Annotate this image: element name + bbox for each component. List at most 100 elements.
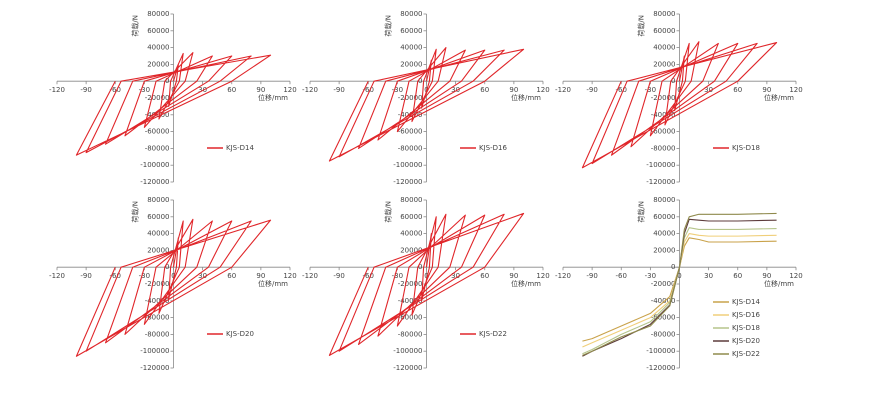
x-tick-label: -60 (363, 86, 374, 94)
x-axis-label: 位移/mm (511, 93, 541, 102)
y-tick-label: -100000 (646, 161, 675, 169)
y-tick-label: 60000 (147, 27, 169, 35)
y-tick-label: -60000 (398, 128, 423, 136)
y-tick-label: -20000 (398, 94, 423, 102)
y-tick-label: -80000 (651, 330, 676, 338)
chart-panel: -120 -90 -60 -30 0 30 60 90 120-120000-100000-80… (49, 10, 297, 186)
y-tick-label: -80000 (145, 144, 170, 152)
x-tick-label: 90 (256, 86, 265, 94)
series-line (581, 41, 778, 169)
y-tick-label: 80000 (653, 10, 675, 18)
y-tick-label: 40000 (653, 44, 675, 52)
x-tick-label: -30 (139, 86, 150, 94)
series-line (328, 47, 525, 162)
x-tick-label: 30 (451, 86, 460, 94)
x-tick-label: 60 (480, 272, 489, 280)
y-tick-label: 40000 (400, 230, 422, 238)
legend-label: KJS-D18 (732, 324, 760, 332)
x-tick-label: 60 (733, 86, 742, 94)
y-tick-label: -100000 (140, 347, 169, 355)
x-tick-label: -60 (110, 86, 121, 94)
x-tick-label: 0 (677, 272, 681, 280)
legend-label: KJS-D18 (732, 144, 760, 152)
y-tick-label: 0 (165, 263, 169, 271)
x-tick-label: -30 (392, 272, 403, 280)
y-tick-label: 80000 (400, 196, 422, 204)
x-tick-label: -30 (645, 272, 656, 280)
x-tick-label: -120 (555, 272, 571, 280)
series-line (328, 212, 525, 356)
y-tick-label: -40000 (651, 297, 676, 305)
x-tick-label: 90 (762, 272, 771, 280)
y-axis-label: 荷载/N (384, 15, 393, 37)
legend-label: KJS-D20 (732, 337, 760, 345)
x-tick-label: -60 (616, 272, 627, 280)
y-tick-label: 80000 (147, 196, 169, 204)
y-tick-label: 40000 (147, 230, 169, 238)
x-tick-label: -120 (302, 86, 318, 94)
x-tick-label: 120 (536, 272, 549, 280)
legend-label: KJS-D14 (732, 298, 760, 306)
x-tick-label: -60 (363, 272, 374, 280)
x-tick-label: 120 (789, 86, 802, 94)
x-tick-label: -90 (586, 272, 597, 280)
y-tick-label: 20000 (147, 60, 169, 68)
x-tick-label: -90 (586, 86, 597, 94)
x-tick-label: 90 (762, 86, 771, 94)
series-line (75, 52, 272, 156)
y-tick-label: -120000 (140, 364, 169, 372)
y-axis-label: 荷载/N (131, 15, 140, 37)
legend-label: KJS-D16 (732, 311, 760, 319)
y-tick-label: -80000 (398, 144, 423, 152)
x-tick-label: 0 (424, 272, 428, 280)
chart-panel: -120 -90 -60 -30 0 30 60 90 120-120000-100000-80… (302, 10, 550, 186)
x-tick-label: -60 (110, 272, 121, 280)
y-axis-label: 荷载/N (131, 201, 140, 223)
x-tick-label: 30 (704, 86, 713, 94)
x-tick-label: -30 (645, 86, 656, 94)
y-tick-label: -120000 (393, 364, 422, 372)
x-axis-label: 位移/mm (258, 279, 288, 288)
y-axis-label: 荷载/N (384, 201, 393, 223)
x-tick-label: 30 (198, 272, 207, 280)
y-tick-label: -60000 (651, 314, 676, 322)
y-tick-label: -100000 (393, 161, 422, 169)
y-tick-label: 60000 (400, 213, 422, 221)
x-tick-label: -120 (555, 86, 571, 94)
y-tick-label: -20000 (145, 280, 170, 288)
x-tick-label: -90 (80, 272, 91, 280)
legend-label: KJS-D16 (479, 144, 507, 152)
y-tick-label: -120000 (646, 364, 675, 372)
y-tick-label: 60000 (147, 213, 169, 221)
chart-panel: -120 -90 -60 -30 0 30 60 90 120-120000-100000-80… (49, 196, 297, 372)
y-tick-label: 40000 (147, 44, 169, 52)
y-tick-label: -100000 (140, 161, 169, 169)
y-tick-label: -60000 (398, 314, 423, 322)
x-tick-label: 120 (789, 272, 802, 280)
y-tick-label: -100000 (646, 347, 675, 355)
legend-label: KJS-D22 (732, 350, 760, 358)
y-tick-label: -20000 (651, 94, 676, 102)
y-tick-label: 20000 (653, 246, 675, 254)
x-tick-label: 120 (536, 86, 549, 94)
x-tick-label: 60 (733, 272, 742, 280)
x-tick-label: 120 (283, 86, 296, 94)
x-tick-label: 90 (509, 272, 518, 280)
y-tick-label: 80000 (653, 196, 675, 204)
x-axis-label: 位移/mm (764, 279, 794, 288)
y-tick-label: -20000 (145, 94, 170, 102)
chart-panel: -120 -90 -60 -30 0 30 60 90 120-120000-100000-80… (302, 196, 550, 372)
y-tick-label: 20000 (147, 246, 169, 254)
y-tick-label: 40000 (653, 230, 675, 238)
x-tick-label: -60 (616, 86, 627, 94)
chart-panel: -120 -90 -60 -30 0 30 60 90 120-120000-100000-80… (555, 196, 803, 372)
series-line (582, 212, 777, 356)
x-tick-label: -120 (49, 86, 65, 94)
y-tick-label: -40000 (145, 297, 170, 305)
y-tick-label: 0 (671, 263, 675, 271)
x-tick-label: -120 (49, 272, 65, 280)
x-tick-label: -30 (139, 272, 150, 280)
y-tick-label: 80000 (400, 10, 422, 18)
y-tick-label: -40000 (651, 111, 676, 119)
